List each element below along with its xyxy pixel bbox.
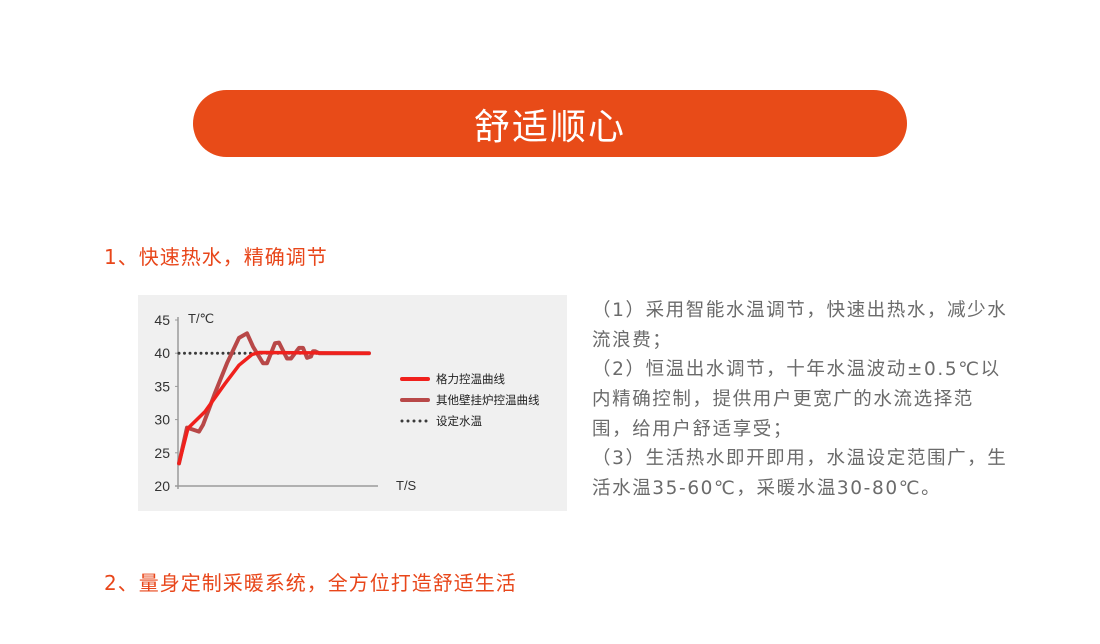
description-line: 围，给用户舒适享受； [592, 418, 794, 440]
y-tick-label: 30 [154, 412, 170, 428]
legend-label: 设定水温 [436, 414, 482, 428]
description-line: 流浪费； [592, 329, 673, 351]
series-line [177, 350, 371, 466]
description-line: 活水温35-60℃，采暖水温30-80℃。 [592, 478, 942, 500]
legend-label: 其他壁挂炉控温曲线 [436, 393, 540, 407]
section-banner: 舒适顺心 [193, 90, 907, 157]
description-line: （2）恒温出水调节，十年水温波动±0.5℃以 [592, 359, 1001, 381]
y-tick-label: 35 [154, 378, 170, 394]
description: （1）采用智能水温调节，快速出热水，减少水 流浪费； （2）恒温出水调节，十年水… [592, 296, 1022, 504]
y-axis-label: T/℃ [188, 311, 214, 326]
description-line: 内精确控制，提供用户更宽广的水流选择范 [592, 389, 974, 411]
y-tick-label: 20 [154, 478, 170, 494]
x-axis-label: T/S [396, 478, 417, 493]
section-heading-2: 2、量身定制采暖系统，全方位打造舒适生活 [104, 571, 517, 595]
temperature-chart: 20 25 30 35 40 45 T/℃ T/S 格力控温曲线其他壁挂炉控温曲线 设定水温 [138, 295, 567, 511]
banner-title: 舒适顺心 [473, 106, 626, 148]
description-line: （3）生活热水即开即用，水温设定范围广，生 [592, 448, 1008, 470]
section-heading-1: 1、快速热水，精确调节 [104, 245, 328, 269]
legend-label: 格力控温曲线 [436, 372, 505, 386]
description-line: （1）采用智能水温调节，快速出热水，减少水 [592, 300, 1008, 321]
y-tick-label: 45 [154, 312, 170, 328]
y-tick-label: 25 [154, 445, 170, 461]
y-tick-label: 40 [154, 345, 170, 361]
